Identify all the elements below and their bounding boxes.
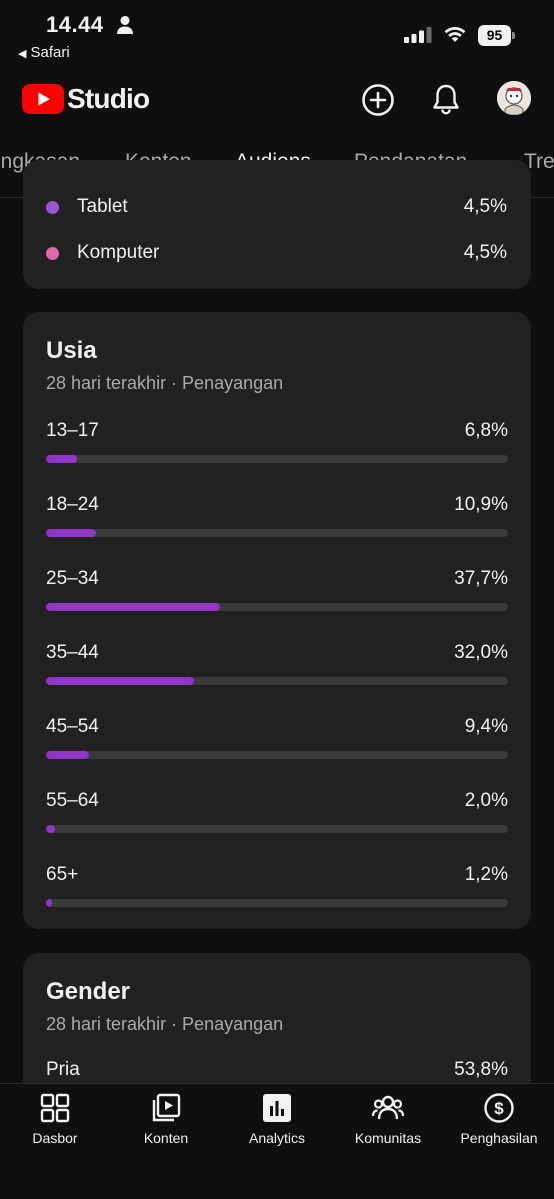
age-percentage: 1,2% bbox=[464, 864, 508, 885]
age-percentage: 9,4% bbox=[464, 716, 508, 737]
age-row: 55–64 2,0% bbox=[23, 790, 531, 846]
nav-dashboard[interactable]: Dasbor bbox=[0, 1092, 110, 1152]
age-range-label: 35–44 bbox=[46, 642, 99, 663]
studio-logo-text: Studio bbox=[67, 83, 150, 114]
nav-community[interactable]: Komunitas bbox=[333, 1092, 443, 1152]
age-bar-track bbox=[46, 603, 508, 611]
battery-indicator: 95 bbox=[478, 25, 516, 46]
svg-text:$: $ bbox=[494, 1099, 504, 1118]
community-icon bbox=[372, 1095, 404, 1120]
age-bar-track bbox=[46, 751, 508, 759]
nav-analytics[interactable]: Analytics bbox=[222, 1092, 332, 1152]
device-row-tablet: Tablet 4,5% bbox=[23, 192, 531, 222]
cellular-signal-icon bbox=[404, 27, 432, 43]
device-label: Komputer bbox=[77, 242, 160, 263]
nav-earn[interactable]: $ Penghasilan bbox=[444, 1092, 554, 1152]
device-value: 4,5% bbox=[463, 196, 507, 217]
bottom-navigation: Dasbor Konten Analytics bbox=[0, 1083, 554, 1199]
nav-content[interactable]: Konten bbox=[111, 1092, 221, 1152]
bell-icon bbox=[433, 84, 459, 115]
analytics-icon bbox=[263, 1094, 291, 1122]
age-row: 13–17 6,8% bbox=[23, 420, 531, 476]
age-range-label: 65+ bbox=[46, 864, 79, 885]
nav-dashboard-label: Dasbor bbox=[32, 1130, 78, 1146]
avatar-image-icon bbox=[497, 81, 531, 115]
age-bar-fill bbox=[46, 751, 90, 759]
age-bar-fill bbox=[46, 825, 56, 833]
legend-dot bbox=[46, 247, 59, 260]
age-bar-fill bbox=[46, 529, 97, 537]
device-value: 4,5% bbox=[463, 242, 507, 263]
age-row: 65+ 1,2% bbox=[23, 864, 531, 920]
wifi-icon bbox=[444, 27, 466, 42]
account-avatar[interactable] bbox=[497, 81, 531, 115]
age-bar-track bbox=[46, 899, 508, 907]
back-app-label: Safari bbox=[30, 44, 70, 61]
status-bar: 14.44 ◀ Safari 95 bbox=[0, 0, 554, 70]
age-row: 18–24 10,9% bbox=[23, 494, 531, 550]
nav-content-label: Konten bbox=[143, 1130, 189, 1146]
age-row: 45–54 9,4% bbox=[23, 716, 531, 772]
battery-tip bbox=[512, 32, 515, 39]
home-indicator bbox=[209, 1186, 345, 1191]
age-percentage: 10,9% bbox=[454, 494, 508, 515]
age-range-label: 18–24 bbox=[46, 494, 99, 515]
age-range-label: 55–64 bbox=[46, 790, 99, 811]
age-bar-fill bbox=[46, 603, 221, 611]
create-button[interactable] bbox=[360, 82, 396, 118]
notifications-button[interactable] bbox=[428, 82, 464, 118]
youtube-logo-icon bbox=[22, 84, 64, 114]
nav-community-label: Komunitas bbox=[354, 1130, 422, 1146]
age-card-title: Usia bbox=[46, 337, 97, 364]
age-row: 25–34 37,7% bbox=[23, 568, 531, 624]
age-row: 35–44 32,0% bbox=[23, 642, 531, 698]
back-arrow-icon: ◀ bbox=[18, 48, 27, 60]
nav-earn-label: Penghasilan bbox=[460, 1130, 538, 1146]
tab-trend[interactable]: Tre bbox=[524, 150, 554, 173]
gender-percentage: 53,8% bbox=[454, 1059, 508, 1080]
battery-level: 95 bbox=[478, 25, 511, 46]
age-bar-track bbox=[46, 455, 508, 463]
app-header: Studio bbox=[0, 70, 554, 130]
earn-icon: $ bbox=[484, 1093, 514, 1123]
age-bar-fill bbox=[46, 677, 194, 685]
age-bar-track bbox=[46, 529, 508, 537]
gender-card-subtitle: 28 hari terakhir · Penayangan bbox=[46, 1014, 284, 1034]
age-card[interactable]: Usia 28 hari terakhir · Penayangan 13–17… bbox=[23, 312, 531, 929]
age-percentage: 2,0% bbox=[464, 790, 508, 811]
person-icon bbox=[117, 16, 133, 34]
gender-card-title: Gender bbox=[46, 978, 131, 1005]
device-label: Tablet bbox=[77, 196, 128, 217]
device-row-computer: Komputer 4,5% bbox=[23, 238, 531, 268]
age-card-subtitle: 28 hari terakhir · Penayangan bbox=[46, 373, 284, 393]
age-bar-track bbox=[46, 677, 508, 685]
legend-dot bbox=[46, 201, 59, 214]
age-bar-fill bbox=[46, 899, 52, 907]
status-time: 14.44 bbox=[46, 12, 104, 37]
age-percentage: 6,8% bbox=[464, 420, 508, 441]
device-type-card: Tablet 4,5% Komputer 4,5% bbox=[23, 160, 531, 289]
age-bar-fill bbox=[46, 455, 78, 463]
age-range-label: 13–17 bbox=[46, 420, 99, 441]
back-to-safari[interactable]: ◀ Safari bbox=[18, 44, 70, 61]
age-range-label: 25–34 bbox=[46, 568, 99, 589]
dashboard-icon bbox=[40, 1093, 70, 1123]
age-range-label: 45–54 bbox=[46, 716, 99, 737]
age-percentage: 37,7% bbox=[454, 568, 508, 589]
studio-logo[interactable]: Studio bbox=[22, 83, 150, 115]
gender-label: Pria bbox=[46, 1059, 80, 1080]
content-icon bbox=[152, 1093, 181, 1122]
age-percentage: 32,0% bbox=[454, 642, 508, 663]
add-circle-icon bbox=[362, 84, 394, 116]
nav-analytics-label: Analytics bbox=[248, 1130, 306, 1146]
age-bar-track bbox=[46, 825, 508, 833]
